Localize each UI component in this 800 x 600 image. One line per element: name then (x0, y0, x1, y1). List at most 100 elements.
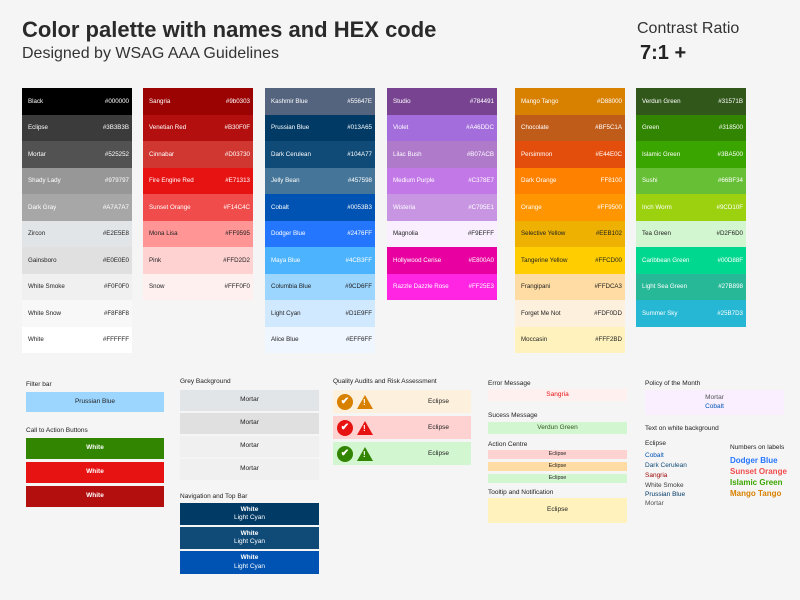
action-centre-item[interactable]: Eclipse (488, 462, 627, 471)
swatch-hex: #FFFFFF (102, 336, 129, 344)
swatch-hex: #F14C4C (223, 203, 250, 211)
swatch-hex: #D1E9FF (345, 309, 372, 317)
action-centre-label: Action Centre (488, 441, 528, 448)
color-swatch[interactable]: Light Cyan #D1E9FF (265, 300, 375, 327)
color-swatch[interactable]: Wisteria #C795E1 (387, 194, 497, 221)
color-swatch[interactable]: Maya Blue #4CB3FF (265, 247, 375, 274)
color-swatch[interactable]: Magnolia #F9EFFF (387, 220, 497, 247)
color-swatch[interactable]: Persimmon #E44E0C (515, 141, 625, 168)
color-swatch[interactable]: White Snow #F8F8F8 (22, 300, 132, 327)
swatch-hex: #25B7D3 (717, 309, 743, 317)
color-swatch[interactable]: Alice Blue #EFF6FF (265, 326, 375, 353)
color-swatch[interactable]: Shady Lady #979797 (22, 167, 132, 194)
color-swatch[interactable]: Tangerine Yellow #FFCD00 (515, 247, 625, 274)
swatch-name: Studio (393, 97, 411, 105)
swatch-name: Cinnabar (149, 150, 175, 158)
color-swatch[interactable]: White Smoke #F0F0F0 (22, 273, 132, 300)
color-swatch[interactable]: Sushi #66BF34 (636, 167, 746, 194)
color-swatch[interactable]: Snow #FFF0F0 (143, 273, 253, 300)
color-swatch[interactable]: Hollywood Cerise #E800A0 (387, 247, 497, 274)
color-swatch[interactable]: Lilac Bush #B07ACB (387, 141, 497, 168)
color-swatch[interactable]: Dodger Blue #2476FF (265, 220, 375, 247)
swatch-hex: #FFCD00 (595, 256, 622, 264)
color-swatch[interactable]: Venetian Red #B30F0F (143, 114, 253, 141)
color-swatch[interactable]: Studio #784491 (387, 88, 497, 115)
color-swatch[interactable]: Caribbean Green #00D88F (636, 247, 746, 274)
swatch-name: Zircon (28, 230, 46, 238)
color-swatch[interactable]: Sangria #9b0303 (143, 88, 253, 115)
palette-column: Black #000000 Eclipse #3B3B3B Mortar #525252 S… (22, 88, 132, 353)
swatch-name: Light Sea Green (642, 283, 688, 291)
color-swatch[interactable]: Dark Orange FF8100 (515, 167, 625, 194)
color-swatch[interactable]: Frangipani #FFDCA3 (515, 273, 625, 300)
color-swatch[interactable]: Inch Worm #9CD10F (636, 194, 746, 221)
color-swatch[interactable]: Verdun Green #31571B (636, 88, 746, 115)
color-swatch[interactable]: Cinnabar #D03730 (143, 141, 253, 168)
color-swatch[interactable]: Summer Sky #25B7D3 (636, 300, 746, 327)
white-bg-text: Dark Cerulean (645, 462, 687, 469)
swatch-hex: #457598 (347, 177, 372, 185)
nav-bar-item[interactable]: White Light Cyan (180, 527, 319, 549)
color-swatch[interactable]: Mona Lisa #FF9595 (143, 220, 253, 247)
nav-bar-item[interactable]: White Light Cyan (180, 551, 319, 574)
swatch-name: Snow (149, 283, 165, 291)
policy-line1: Mortar (705, 394, 724, 402)
color-swatch[interactable]: Jelly Bean #457598 (265, 167, 375, 194)
color-swatch[interactable]: Chocolate #BF5C1A (515, 114, 625, 141)
nav-bar-item[interactable]: White Light Cyan (180, 503, 319, 525)
qa-row-text: Eclipse (428, 424, 449, 431)
cta-button-red[interactable]: White (26, 462, 164, 483)
swatch-hex: #F0F0F0 (103, 283, 129, 291)
color-swatch[interactable]: Violet #A46DDC (387, 114, 497, 141)
tri-mark: ! (363, 397, 366, 407)
qa-row-error: ✔ ! Eclipse (333, 416, 471, 439)
color-swatch[interactable]: Fire Engine Red #E71313 (143, 167, 253, 194)
color-swatch[interactable]: Kashmir Blue #55647E (265, 88, 375, 115)
swatch-name: Verdun Green (642, 97, 681, 105)
color-swatch[interactable]: Tea Green #D2F6D0 (636, 220, 746, 247)
color-swatch[interactable]: Eclipse #3B3B3B (22, 114, 132, 141)
color-swatch[interactable]: Green #318500 (636, 114, 746, 141)
swatch-hex: #00D88F (717, 256, 743, 264)
swatch-name: Persimmon (521, 150, 553, 158)
filter-bar-button[interactable]: Prussian Blue (26, 392, 164, 412)
grey-background-label: Grey Background (180, 378, 231, 385)
color-swatch[interactable]: Pink #FFD2D2 (143, 247, 253, 274)
color-swatch[interactable]: Mortar #525252 (22, 141, 132, 168)
color-swatch[interactable]: Islamic Green #3BA500 (636, 141, 746, 168)
color-swatch[interactable]: Selective Yellow #EEB102 (515, 220, 625, 247)
contrast-ratio-label: Contrast Ratio (637, 20, 740, 37)
swatch-name: Dark Gray (28, 203, 57, 211)
color-swatch[interactable]: Forget Me Not #FDF0DD (515, 300, 625, 327)
action-centre-item[interactable]: Eclipse (488, 450, 627, 459)
action-centre-item[interactable]: Eclipse (488, 474, 627, 483)
color-swatch[interactable]: Dark Gray #A7A7A7 (22, 194, 132, 221)
color-swatch[interactable]: White #FFFFFF (22, 326, 132, 353)
swatch-hex: #3BA500 (717, 150, 743, 158)
swatch-hex: #E0E0E0 (102, 256, 129, 264)
color-swatch[interactable]: Light Sea Green #27B898 (636, 273, 746, 300)
color-swatch[interactable]: Zircon #E2E5E8 (22, 220, 132, 247)
color-swatch[interactable]: Mango Tango #D88000 (515, 88, 625, 115)
color-swatch[interactable]: Cobalt #0053B3 (265, 194, 375, 221)
color-swatch[interactable]: Orange #FF9500 (515, 194, 625, 221)
color-swatch[interactable]: Columbia Blue #9CD6FF (265, 273, 375, 300)
swatch-name: Shady Lady (28, 177, 61, 185)
cta-button-dark-red[interactable]: White (26, 486, 164, 507)
policy-box: Mortar Cobalt (645, 390, 784, 415)
color-swatch[interactable]: Razzle Dazzle Rose #FF25E3 (387, 273, 497, 300)
swatch-hex: #3B3B3B (102, 124, 129, 132)
qa-row-text: Eclipse (428, 450, 449, 457)
color-swatch[interactable]: Moccasin #FFF2BD (515, 326, 625, 353)
color-swatch[interactable]: Black #000000 (22, 88, 132, 115)
color-swatch[interactable]: Prussian Blue #013A65 (265, 114, 375, 141)
color-swatch[interactable]: Dark Cerulean #104A77 (265, 141, 375, 168)
color-swatch[interactable]: Gainsboro #E0E0E0 (22, 247, 132, 274)
color-swatch[interactable]: Sunset Orange #F14C4C (143, 194, 253, 221)
swatch-name: Caribbean Green (642, 256, 690, 264)
cta-button-green[interactable]: White (26, 438, 164, 459)
swatch-name: Mortar (28, 150, 46, 158)
nav-item-line1: White (240, 529, 259, 537)
number-label-text: Dodger Blue (730, 456, 778, 465)
color-swatch[interactable]: Medium Purple #C378E7 (387, 167, 497, 194)
